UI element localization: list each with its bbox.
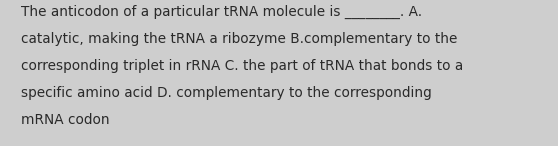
Text: The anticodon of a particular tRNA molecule is ________. A.: The anticodon of a particular tRNA molec… [21, 5, 422, 19]
Text: catalytic, making the tRNA a ribozyme B.complementary to the: catalytic, making the tRNA a ribozyme B.… [21, 32, 458, 46]
Text: mRNA codon: mRNA codon [21, 113, 110, 127]
Text: specific amino acid D. complementary to the corresponding: specific amino acid D. complementary to … [21, 86, 432, 100]
Text: corresponding triplet in rRNA C. the part of tRNA that bonds to a: corresponding triplet in rRNA C. the par… [21, 59, 464, 73]
